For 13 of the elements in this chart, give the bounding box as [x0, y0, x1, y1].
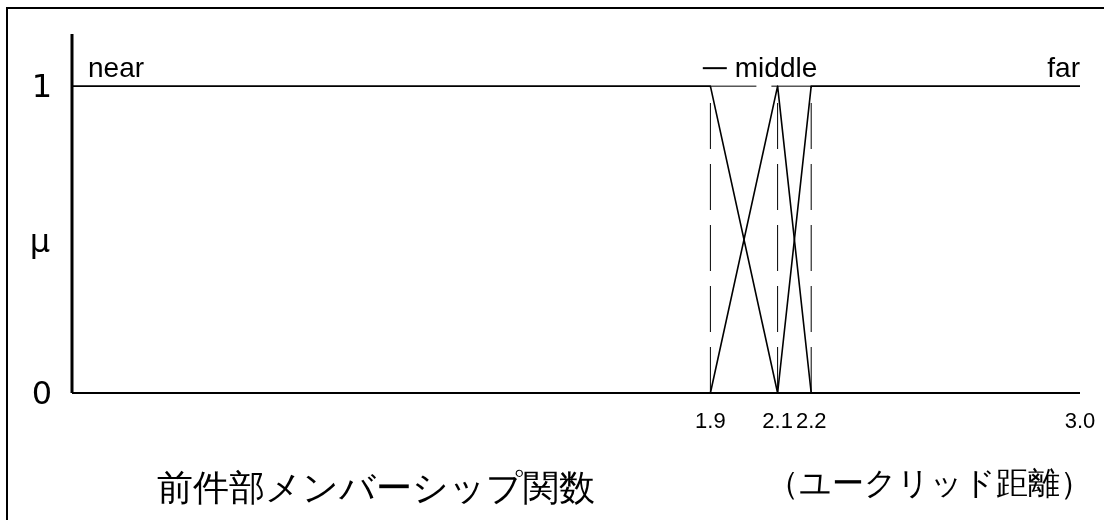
- legend: middle: [701, 52, 818, 84]
- x-tick-label: 2.2: [795, 408, 827, 433]
- y-tick-label: 1: [31, 67, 52, 106]
- x-tick-label: 1.9: [695, 408, 726, 433]
- series-label: near: [88, 52, 145, 84]
- text: 前件部メンバーシップ関数: [157, 467, 595, 508]
- x-tick-label: 2.1: [762, 408, 793, 433]
- y-axis-title: μ: [29, 221, 51, 260]
- x-axis-title: （ユークリッド距離）: [767, 464, 1092, 502]
- x-tick-label: 3.0: [1064, 408, 1096, 433]
- legend-label: middle: [734, 52, 818, 84]
- series-label: far: [1047, 52, 1080, 84]
- y-tick-label: 0: [31, 374, 52, 412]
